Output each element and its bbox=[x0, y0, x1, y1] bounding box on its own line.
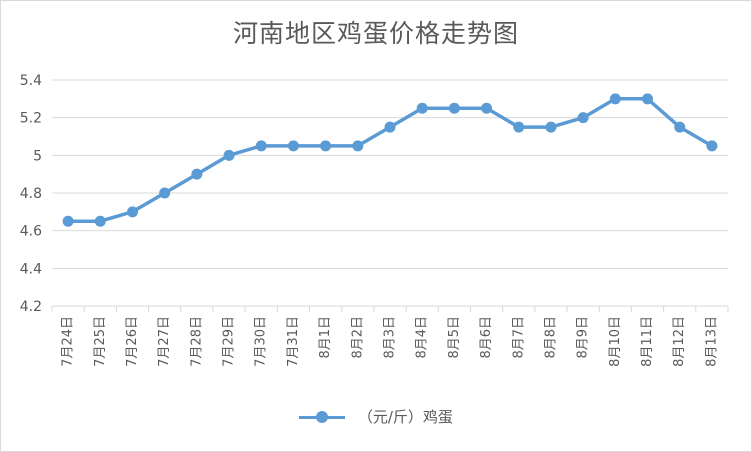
data-point bbox=[320, 140, 332, 152]
x-tick-label: 7月30日 bbox=[254, 316, 269, 367]
data-point bbox=[416, 102, 428, 114]
legend-label: （元/斤）鸡蛋 bbox=[357, 408, 453, 426]
y-tick-label: 5 bbox=[33, 148, 42, 164]
x-tick-label: 8月3日 bbox=[383, 316, 398, 359]
y-tick-label: 5.2 bbox=[20, 111, 42, 127]
data-point bbox=[62, 215, 74, 227]
legend: （元/斤）鸡蛋 bbox=[0, 406, 752, 427]
x-tick-label: 7月26日 bbox=[125, 316, 140, 367]
data-point bbox=[223, 149, 235, 161]
legend-marker-icon bbox=[316, 410, 329, 423]
x-tick-label: 7月27日 bbox=[157, 316, 172, 367]
data-point bbox=[642, 93, 654, 105]
x-tick-label: 8月2日 bbox=[350, 316, 365, 359]
legend-swatch bbox=[299, 410, 346, 424]
data-point bbox=[706, 140, 718, 152]
x-tick-label: 8月10日 bbox=[608, 316, 623, 367]
y-tick-label: 4.4 bbox=[20, 261, 42, 277]
x-tick-label: 7月31日 bbox=[286, 316, 301, 367]
data-point bbox=[159, 187, 171, 199]
data-point bbox=[674, 121, 686, 133]
y-tick-label: 5.4 bbox=[20, 73, 42, 89]
data-point bbox=[384, 121, 396, 133]
data-point bbox=[287, 140, 299, 152]
data-point bbox=[255, 140, 267, 152]
data-point bbox=[577, 112, 589, 124]
x-tick-label: 7月28日 bbox=[189, 316, 204, 367]
data-point bbox=[191, 168, 203, 180]
x-tick-label: 8月7日 bbox=[511, 316, 526, 359]
x-axis-ticks: 7月24日 7月25日 7月26日 7月27日 7月28日 7月29日 7月30日 7月31日… bbox=[51, 306, 729, 367]
data-point bbox=[545, 121, 557, 133]
y-tick-label: 4.6 bbox=[20, 224, 42, 240]
data-point bbox=[513, 121, 525, 133]
x-tick-label: 7月25日 bbox=[93, 316, 108, 367]
x-tick-label: 7月29日 bbox=[222, 316, 237, 367]
x-tick-label: 8月4日 bbox=[415, 316, 430, 359]
x-tick-label: 8月12日 bbox=[672, 316, 687, 367]
x-tick-label: 8月9日 bbox=[576, 316, 591, 359]
data-point bbox=[609, 93, 621, 105]
series-layer bbox=[62, 93, 718, 227]
x-tick-label: 8月1日 bbox=[318, 316, 333, 359]
x-tick-label: 8月5日 bbox=[447, 316, 462, 359]
y-tick-label: 4.2 bbox=[20, 299, 42, 315]
y-axis-ticks: 4.2 4.4 4.6 4.8 5 5.2 5.4 bbox=[20, 73, 42, 315]
y-tick-label: 4.8 bbox=[20, 186, 42, 202]
series-line bbox=[68, 97, 713, 223]
x-tick-label: 8月6日 bbox=[479, 316, 494, 359]
x-tick-label: 8月11日 bbox=[640, 316, 655, 367]
x-tick-label: 7月24日 bbox=[61, 316, 76, 367]
gridlines bbox=[52, 79, 728, 307]
data-point bbox=[448, 102, 460, 114]
x-tick-label: 8月8日 bbox=[543, 316, 558, 359]
data-point bbox=[94, 215, 106, 227]
chart-title: 河南地区鸡蛋价格走势图 bbox=[232, 19, 519, 48]
data-point bbox=[126, 206, 138, 218]
data-point bbox=[481, 102, 493, 114]
x-tick-label: 8月13日 bbox=[704, 316, 719, 367]
data-point bbox=[352, 140, 364, 152]
